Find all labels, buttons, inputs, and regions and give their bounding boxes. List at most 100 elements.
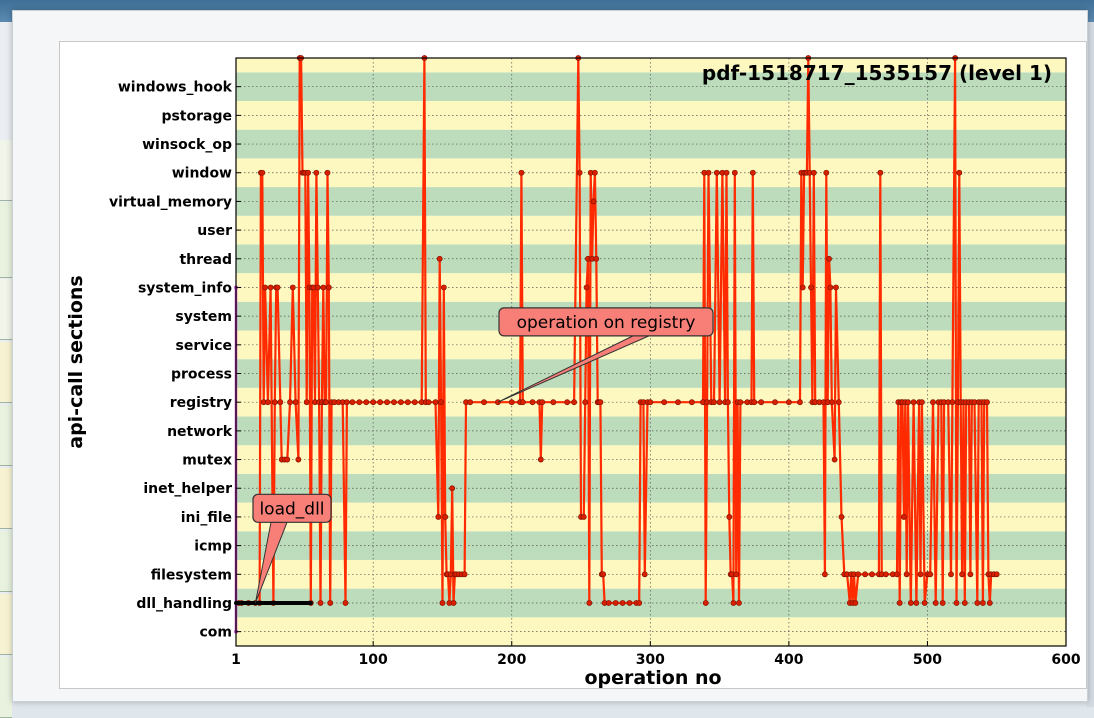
data-point bbox=[736, 600, 741, 605]
data-point bbox=[905, 400, 910, 405]
y-tick-label: network bbox=[167, 424, 233, 440]
data-point bbox=[828, 285, 833, 290]
data-point bbox=[968, 572, 973, 577]
data-point bbox=[328, 600, 333, 605]
data-point bbox=[412, 400, 417, 405]
data-point bbox=[738, 400, 743, 405]
data-point bbox=[287, 400, 292, 405]
x-axis-label: operation no bbox=[584, 667, 721, 688]
data-point bbox=[309, 601, 313, 605]
data-point bbox=[878, 170, 883, 175]
data-point bbox=[648, 400, 653, 405]
data-point bbox=[519, 170, 524, 175]
data-point bbox=[262, 285, 267, 290]
data-point bbox=[918, 572, 923, 577]
data-point bbox=[384, 400, 389, 405]
data-point bbox=[601, 572, 606, 577]
y-tick-label: ini_file bbox=[181, 510, 232, 526]
y-tick-label: windows_hook bbox=[118, 80, 233, 96]
data-point bbox=[592, 170, 597, 175]
y-tick-label: icmp bbox=[194, 539, 232, 555]
data-point bbox=[662, 400, 667, 405]
data-point bbox=[441, 285, 446, 290]
data-point bbox=[275, 285, 280, 290]
data-point bbox=[343, 600, 348, 605]
x-tick-label: 200 bbox=[497, 652, 526, 668]
data-point bbox=[829, 400, 834, 405]
data-point bbox=[509, 400, 514, 405]
data-point bbox=[911, 400, 916, 405]
data-point bbox=[426, 400, 431, 405]
data-point bbox=[540, 400, 545, 405]
data-point bbox=[357, 400, 362, 405]
data-point bbox=[904, 572, 909, 577]
y-tick-label: winsock_op bbox=[142, 137, 232, 153]
data-point bbox=[703, 600, 708, 605]
data-point bbox=[584, 285, 589, 290]
data-point bbox=[750, 170, 755, 175]
data-point bbox=[689, 400, 694, 405]
data-point bbox=[962, 600, 967, 605]
data-point bbox=[305, 170, 310, 175]
data-point bbox=[752, 400, 757, 405]
data-point bbox=[323, 400, 328, 405]
chart-figure: com dll_handling filesystem icmp ini_file ine… bbox=[59, 41, 1087, 689]
data-point bbox=[581, 514, 586, 519]
data-point bbox=[378, 400, 383, 405]
data-point bbox=[571, 400, 576, 405]
data-point bbox=[437, 256, 442, 261]
data-point bbox=[265, 400, 270, 405]
data-point bbox=[732, 170, 737, 175]
y-tick-label: com bbox=[199, 625, 232, 641]
data-point bbox=[451, 600, 456, 605]
data-point bbox=[620, 600, 625, 605]
data-point bbox=[800, 285, 805, 290]
data-point bbox=[443, 514, 448, 519]
data-point bbox=[440, 600, 445, 605]
data-point bbox=[811, 170, 816, 175]
data-point bbox=[954, 600, 959, 605]
data-point bbox=[711, 400, 716, 405]
data-point bbox=[598, 400, 603, 405]
data-point bbox=[833, 285, 838, 290]
data-point bbox=[984, 400, 989, 405]
data-point bbox=[304, 400, 309, 405]
data-point bbox=[436, 514, 441, 519]
data-point bbox=[786, 400, 791, 405]
data-point bbox=[606, 600, 611, 605]
data-point bbox=[759, 400, 764, 405]
data-point bbox=[724, 170, 729, 175]
y-tick-label: process bbox=[171, 367, 232, 383]
data-point bbox=[959, 572, 964, 577]
y-tick-label: mutex bbox=[182, 453, 232, 469]
data-point bbox=[538, 457, 543, 462]
chart-title: pdf-1518717_1535157 (level 1) bbox=[702, 61, 1052, 85]
y-tick-label: filesystem bbox=[151, 567, 232, 583]
data-point bbox=[957, 170, 962, 175]
data-point bbox=[391, 400, 396, 405]
y-tick-label: virtual_memory bbox=[109, 194, 232, 210]
data-point bbox=[725, 400, 730, 405]
data-point bbox=[822, 572, 827, 577]
data-point bbox=[980, 600, 985, 605]
data-point bbox=[272, 400, 277, 405]
data-point bbox=[468, 400, 473, 405]
data-point bbox=[577, 170, 582, 175]
data-point bbox=[278, 400, 283, 405]
data-point bbox=[862, 572, 867, 577]
y-tick-label: pstorage bbox=[161, 108, 232, 124]
data-point bbox=[344, 400, 349, 405]
data-point bbox=[717, 400, 722, 405]
data-point bbox=[869, 572, 874, 577]
data-point bbox=[551, 400, 556, 405]
data-point bbox=[642, 572, 647, 577]
data-point bbox=[268, 285, 273, 290]
data-point bbox=[587, 600, 592, 605]
x-tick-label: 400 bbox=[774, 652, 803, 668]
data-point bbox=[326, 285, 331, 290]
annotation-label: operation on registry bbox=[517, 313, 696, 333]
api-call-chart: comdll_handlingfilesystemicmpini_fileine… bbox=[60, 42, 1086, 688]
data-point bbox=[520, 400, 525, 405]
data-point bbox=[734, 572, 739, 577]
data-point bbox=[919, 400, 924, 405]
